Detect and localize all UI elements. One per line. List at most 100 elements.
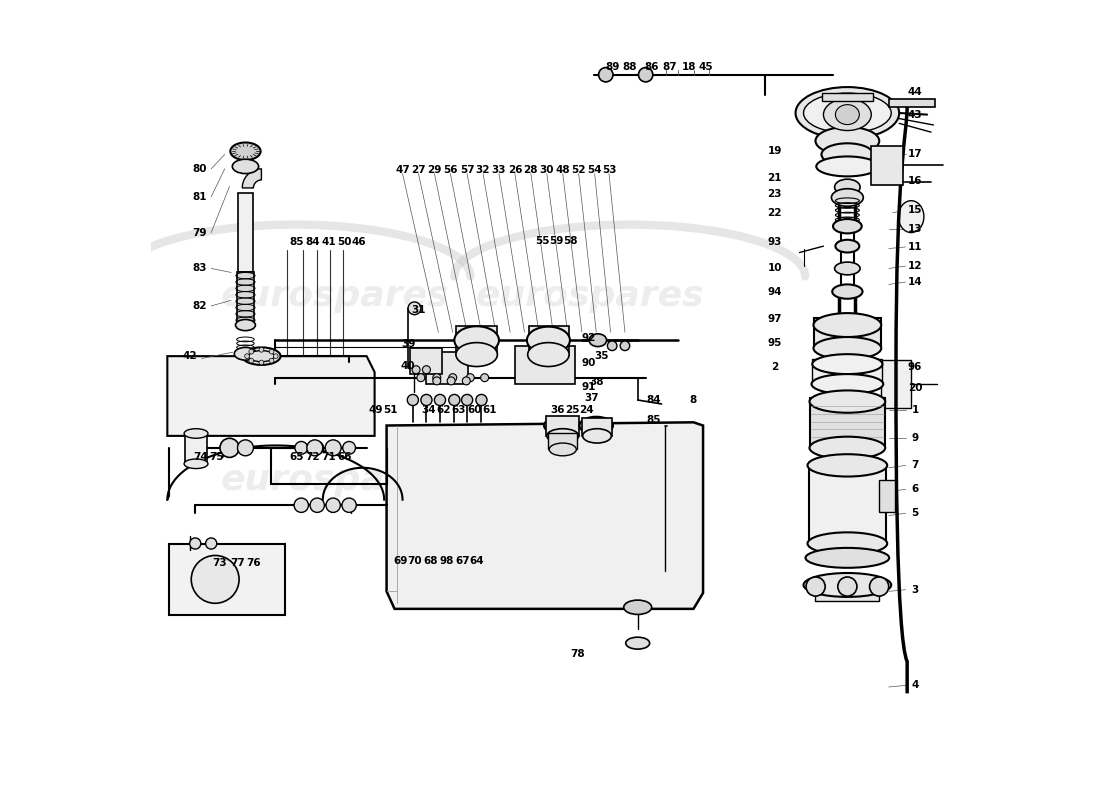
Ellipse shape xyxy=(835,179,860,195)
Text: 38: 38 xyxy=(588,378,604,387)
Circle shape xyxy=(244,354,250,358)
Bar xyxy=(881,360,911,408)
Text: 27: 27 xyxy=(411,166,426,175)
Ellipse shape xyxy=(833,219,861,234)
Circle shape xyxy=(307,440,322,456)
Ellipse shape xyxy=(547,429,579,443)
Bar xyxy=(185,434,207,464)
Bar xyxy=(236,273,254,322)
Circle shape xyxy=(270,358,274,363)
Ellipse shape xyxy=(807,532,888,554)
Bar xyxy=(812,358,882,384)
Circle shape xyxy=(607,341,617,350)
Ellipse shape xyxy=(626,637,650,649)
Text: 24: 24 xyxy=(580,405,594,414)
Text: eurospares: eurospares xyxy=(475,279,704,314)
Ellipse shape xyxy=(234,347,256,360)
Text: 16: 16 xyxy=(908,176,923,186)
Ellipse shape xyxy=(590,334,606,346)
Bar xyxy=(822,93,873,101)
Text: 91: 91 xyxy=(581,382,595,392)
Bar xyxy=(169,543,285,615)
Ellipse shape xyxy=(835,105,859,125)
Text: 21: 21 xyxy=(768,174,782,183)
Text: 82: 82 xyxy=(192,301,207,311)
Circle shape xyxy=(343,442,355,454)
Text: 20: 20 xyxy=(908,383,923,393)
Ellipse shape xyxy=(824,98,871,130)
Circle shape xyxy=(206,538,217,549)
Bar xyxy=(815,581,879,601)
Circle shape xyxy=(838,577,857,596)
Circle shape xyxy=(421,394,432,406)
Ellipse shape xyxy=(822,143,873,166)
Bar xyxy=(889,98,935,106)
Text: 60: 60 xyxy=(468,405,482,414)
Circle shape xyxy=(432,377,441,385)
Text: 85: 85 xyxy=(647,415,661,425)
Text: eurospares: eurospares xyxy=(475,462,704,497)
Bar xyxy=(515,346,574,384)
Text: 41: 41 xyxy=(321,237,336,247)
Text: 43: 43 xyxy=(908,110,923,119)
Ellipse shape xyxy=(184,429,208,438)
Ellipse shape xyxy=(835,262,860,275)
Circle shape xyxy=(249,350,254,354)
Bar xyxy=(810,398,884,448)
Circle shape xyxy=(598,67,613,82)
Text: 32: 32 xyxy=(476,166,491,175)
Text: 89: 89 xyxy=(605,62,619,72)
Text: 12: 12 xyxy=(908,261,923,271)
Ellipse shape xyxy=(249,350,274,362)
Text: 45: 45 xyxy=(698,62,713,72)
Text: 6: 6 xyxy=(912,484,918,494)
Ellipse shape xyxy=(812,354,882,374)
Circle shape xyxy=(449,374,456,382)
Text: 47: 47 xyxy=(395,166,410,175)
Text: 57: 57 xyxy=(460,166,474,175)
Ellipse shape xyxy=(810,390,886,413)
Ellipse shape xyxy=(455,342,497,366)
Text: 83: 83 xyxy=(192,263,207,274)
Text: 14: 14 xyxy=(908,277,923,287)
Circle shape xyxy=(327,442,340,454)
Ellipse shape xyxy=(544,417,580,434)
Bar xyxy=(455,326,497,354)
Text: eurospares: eurospares xyxy=(220,462,449,497)
Text: 85: 85 xyxy=(289,237,304,247)
Bar xyxy=(409,348,441,374)
Ellipse shape xyxy=(230,142,261,160)
Text: 84: 84 xyxy=(647,395,661,405)
Text: 8: 8 xyxy=(690,395,697,405)
Text: 48: 48 xyxy=(556,166,570,175)
Text: 1: 1 xyxy=(912,405,918,414)
Text: 68: 68 xyxy=(424,556,438,566)
Circle shape xyxy=(806,577,825,596)
Text: 58: 58 xyxy=(563,235,578,246)
Circle shape xyxy=(638,67,652,82)
Text: 13: 13 xyxy=(908,223,923,234)
Circle shape xyxy=(270,350,274,354)
Bar xyxy=(814,318,881,348)
Text: 53: 53 xyxy=(602,166,616,175)
Ellipse shape xyxy=(832,189,864,206)
Circle shape xyxy=(481,374,488,382)
Bar xyxy=(822,143,873,164)
Text: 9: 9 xyxy=(912,434,918,443)
Ellipse shape xyxy=(803,573,891,597)
Text: 77: 77 xyxy=(230,558,245,569)
Text: 7: 7 xyxy=(912,460,918,470)
Ellipse shape xyxy=(803,93,891,133)
Text: 73: 73 xyxy=(212,558,227,569)
Text: 39: 39 xyxy=(400,339,416,349)
Text: 62: 62 xyxy=(436,405,450,414)
Ellipse shape xyxy=(795,87,899,139)
Ellipse shape xyxy=(232,159,258,174)
Polygon shape xyxy=(167,356,375,436)
Text: 65: 65 xyxy=(289,452,304,462)
Bar xyxy=(549,434,578,450)
Text: 44: 44 xyxy=(908,87,923,98)
Text: 19: 19 xyxy=(768,146,782,156)
Circle shape xyxy=(258,347,264,352)
Ellipse shape xyxy=(527,326,570,354)
